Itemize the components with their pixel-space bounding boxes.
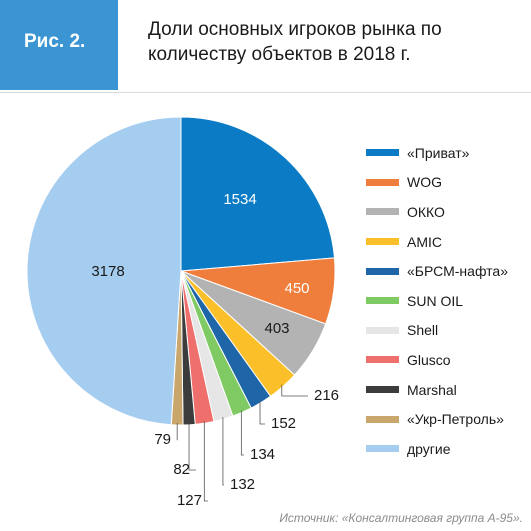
legend-swatch: [366, 149, 399, 157]
pie-slice: [180, 116, 335, 272]
data-label: 1534: [223, 191, 256, 208]
legend-item: Glusco: [366, 345, 531, 375]
legend-swatch: [366, 267, 399, 275]
leader-line: [240, 410, 244, 456]
legend-swatch: [366, 415, 399, 423]
legend-label: «Укр-Петроль»: [407, 411, 504, 428]
legend-item: SUN OIL: [366, 286, 531, 316]
legend-swatch: [366, 356, 399, 364]
legend-swatch: [366, 178, 399, 186]
legend-label: Shell: [407, 322, 439, 339]
legend-item: Shell: [366, 316, 531, 346]
data-label: 134: [250, 446, 275, 463]
source-note: Источник: «Консалтинговая группа А-95».: [279, 511, 523, 525]
legend-swatch: [366, 238, 399, 246]
legend-item: ОККО: [366, 197, 531, 227]
legend-label: «Приват»: [407, 144, 470, 161]
legend-label: WOG: [407, 174, 442, 191]
data-label: 403: [264, 320, 289, 337]
legend-item: «Укр-Петроль»: [366, 404, 531, 434]
legend-label: AMIC: [407, 233, 442, 250]
legend-label: «БРСМ-нафта»: [407, 263, 508, 280]
legend-item: другие: [366, 434, 531, 464]
figure-tag: Рис. 2.: [0, 0, 118, 90]
data-label: 152: [271, 415, 296, 432]
legend-label: Marshal: [407, 381, 457, 398]
legend: «Приват» WOG ОККО AMIC «БРСМ-нафта» SUN OIL Sh…: [366, 138, 531, 464]
data-label: 3178: [91, 263, 124, 280]
leader-line: [259, 400, 265, 425]
chart-title: Доли основных игроков рынка по количеств…: [148, 19, 442, 65]
divider: [0, 92, 531, 93]
figure-number: Рис. 2.: [24, 31, 86, 52]
legend-swatch: [366, 386, 399, 394]
legend-swatch: [366, 208, 399, 216]
data-label: 216: [314, 387, 339, 404]
leader-line: [188, 422, 196, 471]
legend-swatch: [366, 326, 399, 334]
legend-swatch: [366, 297, 399, 305]
data-label: 450: [284, 280, 309, 297]
legend-item: Marshal: [366, 375, 531, 405]
legend-item: WOG: [366, 168, 531, 198]
legend-label: SUN OIL: [407, 292, 464, 309]
leader-line: [222, 417, 224, 486]
legend-item: «БРСМ-нафта»: [366, 256, 531, 286]
pie-slice: [26, 116, 182, 426]
legend-item: AMIC: [366, 227, 531, 257]
legend-label: Glusco: [407, 351, 451, 368]
legend-item: «Приват»: [366, 138, 531, 168]
leader-line: [203, 421, 208, 502]
data-label: 79: [154, 431, 171, 448]
data-label: 127: [177, 492, 202, 509]
legend-label: другие: [407, 440, 451, 457]
legend-swatch: [366, 445, 399, 453]
leader-line: [281, 384, 308, 397]
data-label: 132: [230, 476, 255, 493]
legend-label: ОККО: [407, 203, 445, 220]
data-label: 82: [173, 461, 190, 478]
